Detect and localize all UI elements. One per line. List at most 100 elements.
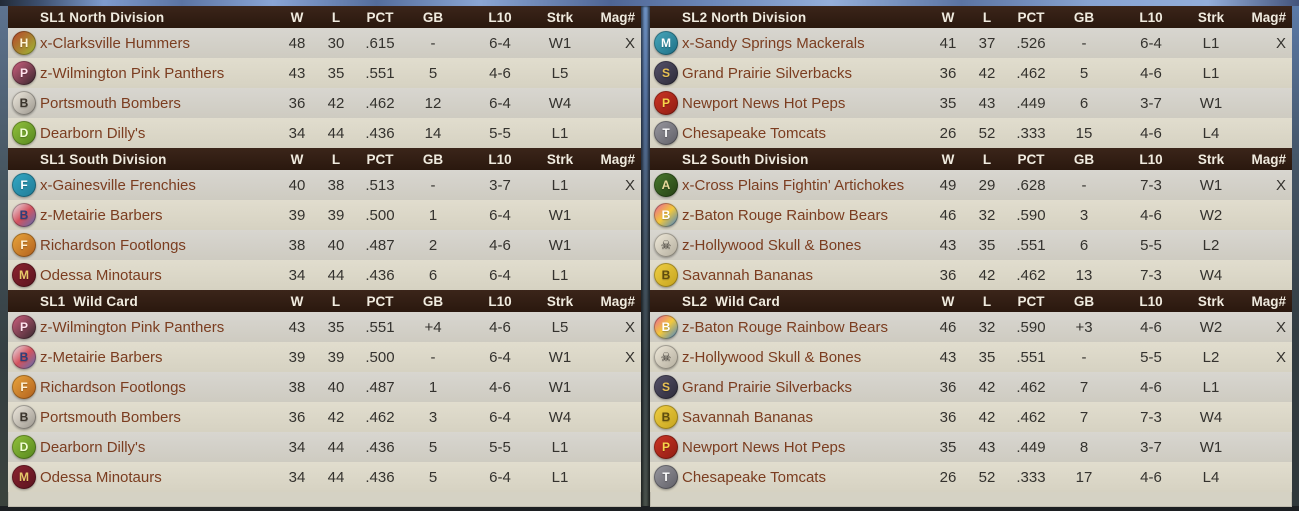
team-name-link[interactable]: z-Metairie Barbers — [40, 348, 163, 366]
column-header-gb: GB — [1073, 293, 1095, 309]
column-header-mag: Mag# — [1251, 9, 1286, 25]
stat-strk: L2 — [1202, 236, 1220, 254]
stat-gb: 8 — [1079, 438, 1089, 456]
stat-w: 43 — [288, 64, 306, 82]
team-name-link[interactable]: Richardson Footlongs — [40, 378, 186, 396]
column-header-w: W — [290, 9, 304, 25]
stat-pct: .513 — [365, 176, 395, 194]
column-header-gb: GB — [422, 151, 444, 167]
team-name-link[interactable]: Newport News Hot Peps — [682, 94, 846, 112]
hot-pepper-logo: P — [654, 435, 678, 459]
pickle-logo: D — [12, 121, 36, 145]
stat-pct: .487 — [365, 378, 395, 396]
team-row: B Portsmouth Bombers 36 42 .462 12 6-4 W4 — [8, 88, 641, 118]
team-name-link[interactable]: Portsmouth Bombers — [40, 94, 181, 112]
stat-gb: - — [430, 34, 436, 52]
team-name-link[interactable]: z-Hollywood Skull & Bones — [682, 348, 862, 366]
stat-gb: 3 — [1079, 206, 1089, 224]
stat-l10: 5-5 — [1140, 348, 1162, 366]
mackerel-fish-logo: M — [654, 31, 678, 55]
stat-pct: .462 — [1016, 378, 1046, 396]
window-bottom-edge — [0, 506, 1299, 511]
stat-l: 32 — [978, 318, 996, 336]
team-name-link[interactable]: Odessa Minotaurs — [40, 266, 162, 284]
column-header-l: L — [982, 293, 992, 309]
stat-gb: - — [1081, 34, 1087, 52]
team-name-link[interactable]: Dearborn Dilly's — [40, 438, 146, 456]
team-name-link[interactable]: x-Gainesville Frenchies — [40, 176, 196, 194]
column-header-w: W — [941, 293, 955, 309]
team-row: B Savannah Bananas 36 42 .462 13 7-3 W4 — [650, 260, 1292, 290]
section-header: SL1 North Division W L PCT GB L10 Strk Mag# — [8, 6, 641, 28]
stat-strk: L2 — [1202, 348, 1220, 366]
column-header-l: L — [982, 151, 992, 167]
section-title: SL1 North Division — [40, 9, 165, 25]
team-name-link[interactable]: z-Hollywood Skull & Bones — [682, 236, 862, 254]
stat-l: 35 — [978, 236, 996, 254]
stat-w: 36 — [939, 266, 957, 284]
stat-pct: .436 — [365, 438, 395, 456]
stat-l: 42 — [978, 378, 996, 396]
stat-l: 42 — [978, 408, 996, 426]
rainbow-bear-logo: B — [654, 315, 678, 339]
stat-l10: 3-7 — [1140, 438, 1162, 456]
stat-pct: .449 — [1016, 438, 1046, 456]
stat-l: 52 — [978, 468, 996, 486]
team-name-link[interactable]: Savannah Bananas — [682, 408, 813, 426]
team-name-link[interactable]: z-Wilmington Pink Panthers — [40, 64, 225, 82]
team-name-link[interactable]: Grand Prairie Silverbacks — [682, 64, 853, 82]
stat-pct: .590 — [1016, 206, 1046, 224]
team-name-link[interactable]: Newport News Hot Peps — [682, 438, 846, 456]
hot-pepper-logo: P — [654, 91, 678, 115]
stat-w: 43 — [288, 318, 306, 336]
stat-l10: 5-5 — [489, 124, 511, 142]
team-name-link[interactable]: Richardson Footlongs — [40, 236, 186, 254]
team-row: D Dearborn Dilly's 34 44 .436 14 5-5 L1 — [8, 118, 641, 148]
team-name-link[interactable]: x-Cross Plains Fightin' Artichokes — [682, 176, 905, 194]
stat-w: 26 — [939, 468, 957, 486]
team-name-link[interactable]: Odessa Minotaurs — [40, 468, 162, 486]
stat-l10: 3-7 — [489, 176, 511, 194]
column-header-l10: L10 — [1139, 9, 1163, 25]
team-name-link[interactable]: z-Metairie Barbers — [40, 206, 163, 224]
column-header-l10: L10 — [1139, 151, 1163, 167]
stat-gb: 5 — [428, 438, 438, 456]
column-header-w: W — [941, 9, 955, 25]
stat-w: 35 — [939, 94, 957, 112]
column-header-w: W — [941, 151, 955, 167]
team-name-link[interactable]: z-Baton Rouge Rainbow Bears — [682, 206, 888, 224]
column-header-l10: L10 — [1139, 293, 1163, 309]
team-name-link[interactable]: Savannah Bananas — [682, 266, 813, 284]
team-name-link[interactable]: Chesapeake Tomcats — [682, 124, 826, 142]
stat-pct: .500 — [365, 206, 395, 224]
stat-strk: L1 — [551, 468, 569, 486]
skull-and-bones-logo: ☠ — [654, 233, 678, 257]
section-title: SL2 Wild Card — [682, 293, 780, 309]
team-name-link[interactable]: x-Sandy Springs Mackerals — [682, 34, 865, 52]
team-row: B Portsmouth Bombers 36 42 .462 3 6-4 W4 — [8, 402, 641, 432]
stat-gb: 17 — [1075, 468, 1093, 486]
stat-w: 34 — [288, 124, 306, 142]
team-name-link[interactable]: Portsmouth Bombers — [40, 408, 181, 426]
team-name-link[interactable]: Grand Prairie Silverbacks — [682, 378, 853, 396]
pink-panther-logo: P — [12, 315, 36, 339]
stat-l: 44 — [327, 438, 345, 456]
stat-strk: W4 — [1199, 266, 1223, 284]
column-header-pct: PCT — [1017, 293, 1045, 309]
hummingbird-logo: H — [12, 31, 36, 55]
team-name-link[interactable]: Chesapeake Tomcats — [682, 468, 826, 486]
barber-pole-logo: B — [12, 345, 36, 369]
team-row: D Dearborn Dilly's 34 44 .436 5 5-5 L1 — [8, 432, 641, 462]
stat-gb: 6 — [1079, 94, 1089, 112]
stat-l10: 4-6 — [1140, 64, 1162, 82]
team-name-link[interactable]: z-Wilmington Pink Panthers — [40, 318, 225, 336]
team-name-link[interactable]: x-Clarksville Hummers — [40, 34, 191, 52]
stat-l10: 4-6 — [1140, 378, 1162, 396]
stat-gb: - — [430, 176, 436, 194]
team-name-link[interactable]: Dearborn Dilly's — [40, 124, 146, 142]
team-name-link[interactable]: z-Baton Rouge Rainbow Bears — [682, 318, 888, 336]
column-header-l10: L10 — [488, 293, 512, 309]
stat-strk: W2 — [1199, 318, 1223, 336]
stat-l10: 7-3 — [1140, 408, 1162, 426]
